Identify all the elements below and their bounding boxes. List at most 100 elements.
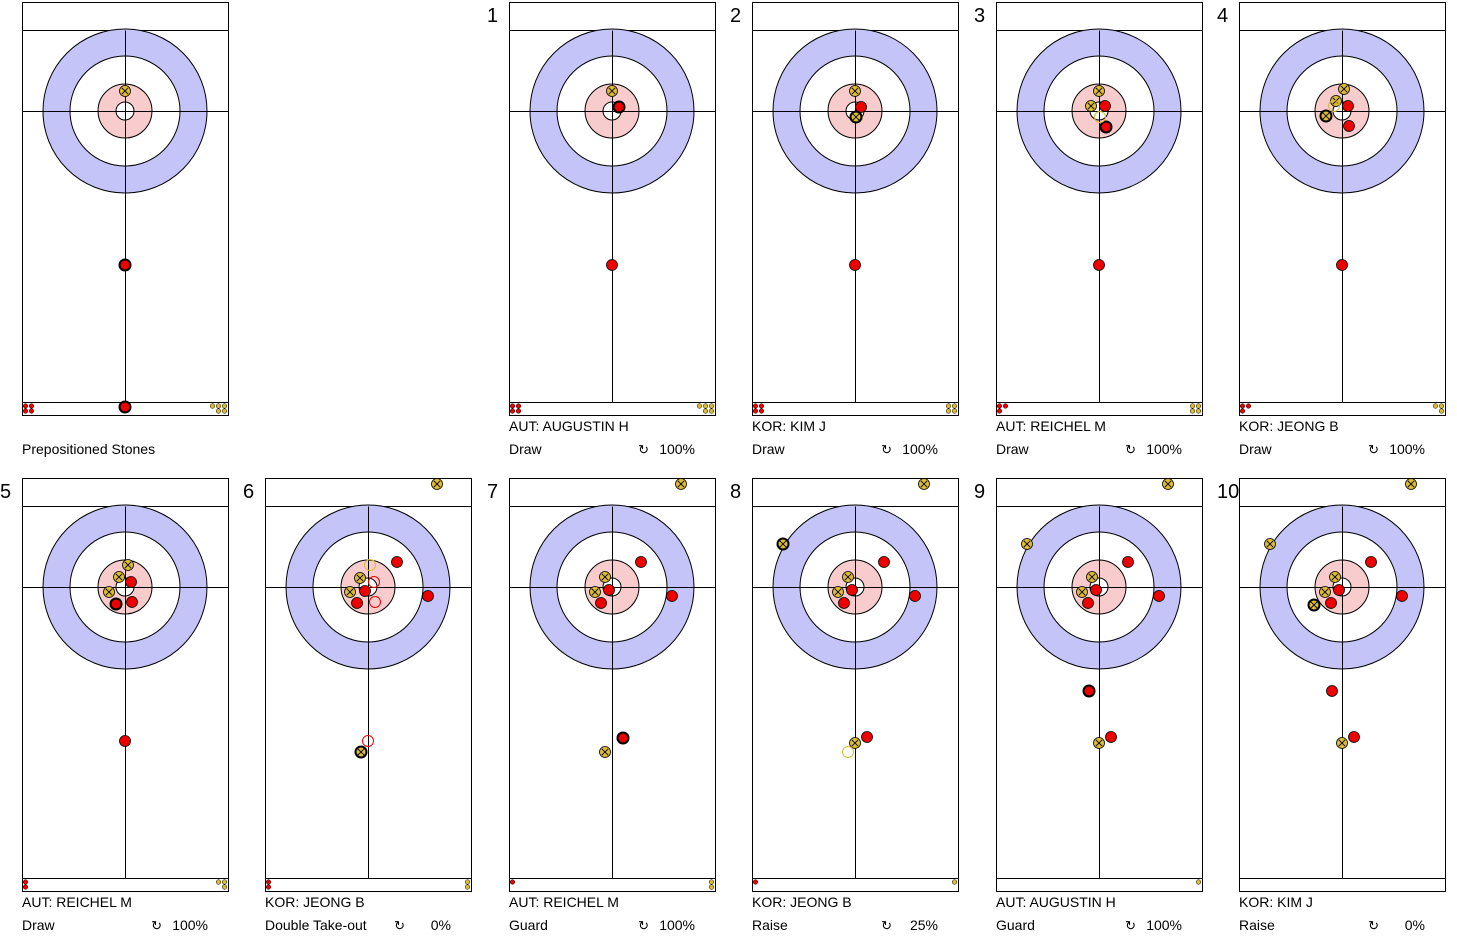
yellow-stone [122, 559, 134, 571]
red-stone [1342, 100, 1354, 112]
yellow-stone [1307, 598, 1321, 612]
end-panel: 9 AUT: AUGUSTIN H Guard ↻ 100% [974, 478, 1204, 948]
remaining-stone-dot [1002, 403, 1009, 409]
shot-percent: 100% [659, 917, 695, 933]
yellow-stone [589, 586, 601, 598]
yellow-stone [103, 586, 115, 598]
remaining-stone-dot [758, 403, 765, 409]
yellow-stone [113, 571, 125, 583]
red-stone [1396, 590, 1408, 602]
shot-percent: 100% [172, 917, 208, 933]
sheet-diagram [22, 2, 229, 416]
sheet-diagram [996, 478, 1203, 892]
shot-type: Draw [996, 441, 1029, 457]
player-name: AUT: REICHEL M [996, 418, 1106, 434]
red-stone [118, 400, 132, 414]
red-stone [391, 556, 403, 568]
remaining-stone-dot [702, 403, 709, 409]
shot-type: Draw [752, 441, 785, 457]
rotation-icon: ↻ [1368, 442, 1379, 457]
red-stone [1099, 120, 1113, 134]
shot-percent: 0% [1404, 917, 1425, 933]
remaining-stone-dot [209, 403, 216, 409]
remaining-stone-dot [951, 879, 958, 885]
shot-type: Raise [752, 917, 788, 933]
shot-percent: 100% [659, 441, 695, 457]
red-stone [1082, 597, 1094, 609]
shot-score: ↻ 100% [881, 441, 938, 458]
remaining-stone-dot [1189, 403, 1196, 409]
yellow-stone [1405, 478, 1417, 490]
end-panel: Prepositioned Stones [0, 2, 230, 472]
yellow-stone [354, 572, 366, 584]
sheet-diagram [265, 478, 472, 892]
remaining-stone-dot [265, 879, 272, 885]
remaining-stone-dot [515, 408, 522, 414]
remaining-stone-dot [221, 408, 228, 414]
end-number: 2 [730, 5, 742, 27]
yellow-stone-previous [842, 746, 854, 758]
shot-percent: 100% [1146, 917, 1182, 933]
remaining-stone-dot [1438, 403, 1445, 409]
red-stone-previous [369, 596, 381, 608]
yellow-stone [1093, 85, 1105, 97]
end-number: 6 [243, 481, 255, 503]
sheet-diagram [996, 2, 1203, 416]
remaining-stone-dot [22, 403, 29, 409]
end-number: 9 [974, 481, 986, 503]
end-panel: 8 KOR: JEONG B Raise ↻ 25% [730, 478, 960, 948]
remaining-stone-dot [708, 879, 715, 885]
red-stone [1348, 731, 1360, 743]
shot-type: Draw [22, 917, 55, 933]
remaining-stone-dot [1239, 403, 1246, 409]
remaining-stone-dot [28, 403, 35, 409]
remaining-stone-dot [708, 408, 715, 414]
remaining-stone-dot [221, 403, 228, 409]
shot-percent: 100% [1389, 441, 1425, 457]
red-stone [1325, 597, 1337, 609]
red-stone [1365, 556, 1377, 568]
player-name: AUT: REICHEL M [509, 894, 619, 910]
rotation-icon: ↻ [1125, 918, 1136, 933]
remaining-stone-dot [22, 879, 29, 885]
yellow-stone [675, 478, 687, 490]
remaining-stone-dot [945, 403, 952, 409]
remaining-stone-dot [22, 884, 29, 890]
player-name: AUT: AUGUSTIN H [996, 894, 1116, 910]
red-stone [422, 590, 434, 602]
red-stone [909, 590, 921, 602]
remaining-stone-dot [696, 403, 703, 409]
remaining-stone-dot [758, 408, 765, 414]
red-stone [126, 596, 138, 608]
end-panel: 10 KOR: KIM J Raise ↻ 0% [1217, 478, 1447, 948]
remaining-stone-dot [215, 408, 222, 414]
remaining-stone-dot [702, 408, 709, 414]
remaining-stone-dot [464, 879, 471, 885]
yellow-stone [1264, 538, 1276, 550]
yellow-stone [918, 478, 930, 490]
remaining-stone-dot [221, 884, 228, 890]
rotation-icon: ↻ [881, 918, 892, 933]
remaining-stone-dot [1432, 403, 1439, 409]
yellow-stone [344, 586, 356, 598]
shot-score: ↻ 25% [881, 917, 938, 934]
shot-percent: 100% [1146, 441, 1182, 457]
remaining-stone-dot [951, 403, 958, 409]
shot-percent: 100% [902, 441, 938, 457]
end-panel: 4 KOR: JEONG B Draw ↻ 100% [1217, 2, 1447, 472]
red-stone [1105, 731, 1117, 743]
end-panel: 7 AUT: REICHEL M Guard ↻ 100% [487, 478, 717, 948]
end-panel: 3 AUT: REICHEL M Draw ↻ 100% [974, 2, 1204, 472]
shot-percent: 25% [909, 917, 938, 933]
sheet-diagram [509, 478, 716, 892]
end-number: 4 [1217, 5, 1229, 27]
red-stone [861, 731, 873, 743]
red-stone [849, 259, 861, 271]
shot-score: ↻ 100% [151, 917, 208, 934]
red-stone [1343, 120, 1355, 132]
yellow-stone [1076, 586, 1088, 598]
end-number: 3 [974, 5, 986, 27]
panel-caption: Prepositioned Stones [22, 441, 156, 457]
remaining-stone-dot [265, 884, 272, 890]
red-stone [606, 259, 618, 271]
